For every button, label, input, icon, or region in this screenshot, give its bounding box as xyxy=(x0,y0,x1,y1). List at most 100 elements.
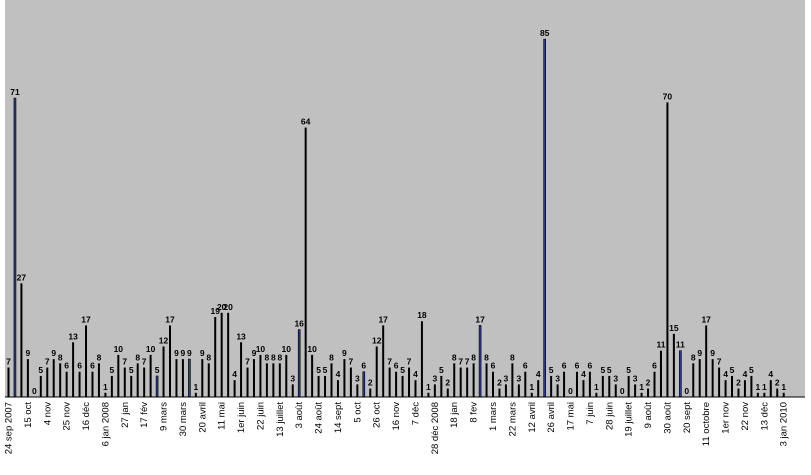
x-tick-label: 1 mars xyxy=(488,402,499,431)
bar-value-label: 8 xyxy=(471,352,476,362)
bar xyxy=(265,363,268,397)
bar xyxy=(401,375,404,397)
bar xyxy=(149,354,152,397)
bars-layer xyxy=(7,38,785,398)
bar-value-label: 9 xyxy=(710,348,715,358)
bar xyxy=(395,371,398,397)
bar xyxy=(492,371,494,397)
bar-value-label: 7 xyxy=(122,357,127,367)
bar xyxy=(504,384,507,397)
bar xyxy=(776,388,779,397)
bar-value-label: 9 xyxy=(181,348,186,358)
bar-value-label: 13 xyxy=(68,331,78,341)
bar xyxy=(291,384,294,397)
bar-value-label: 7 xyxy=(458,357,463,367)
x-tick-label: 26 oct xyxy=(372,402,383,428)
bar-value-label: 4 xyxy=(768,369,773,379)
plot-area xyxy=(5,0,805,397)
bar xyxy=(575,371,578,397)
bar-value-label: 6 xyxy=(652,361,657,371)
bar-value-label: 7 xyxy=(349,357,354,367)
bar xyxy=(472,363,475,397)
bar xyxy=(304,127,307,397)
bar-value-label: 3 xyxy=(432,373,437,383)
bar xyxy=(104,392,107,397)
bar-value-label: 3 xyxy=(355,373,360,383)
bar xyxy=(240,342,243,397)
bar-value-label: 4 xyxy=(581,369,586,379)
bar-value-label: 13 xyxy=(236,331,246,341)
bar xyxy=(39,375,42,397)
x-tick-label: 25 nov xyxy=(62,402,73,431)
bar xyxy=(640,392,643,397)
bar-value-label: 18 xyxy=(417,310,427,320)
x-tick-label: 24 août xyxy=(314,402,325,434)
bar-value-label: 7 xyxy=(465,357,470,367)
x-tick-label: 16 nov xyxy=(391,402,402,431)
bar xyxy=(207,363,210,397)
x-tick-label: 11 mai xyxy=(217,402,228,430)
bar-value-label: 1 xyxy=(529,382,534,392)
bar-value-label: 8 xyxy=(277,352,282,362)
bar xyxy=(246,367,249,397)
bar xyxy=(737,388,740,397)
bar xyxy=(517,384,520,397)
bar-value-label: 20 xyxy=(217,302,227,312)
bar xyxy=(52,359,55,397)
bar xyxy=(356,384,359,397)
bar xyxy=(718,367,721,397)
bar-value-label: 6 xyxy=(90,361,95,371)
bar-value-label: 20 xyxy=(223,302,233,312)
bar xyxy=(85,325,88,397)
bar xyxy=(698,359,701,397)
bar xyxy=(679,350,682,398)
bar-value-label: 0 xyxy=(684,386,689,396)
bar xyxy=(543,38,546,398)
bar-value-label: 1 xyxy=(594,382,599,392)
bar-value-label: 5 xyxy=(439,365,444,375)
bar xyxy=(388,367,391,397)
bar-value-label: 64 xyxy=(301,117,311,127)
x-tick-label: 16 déc xyxy=(81,402,92,431)
bar-value-label: 7 xyxy=(6,357,11,367)
bar-value-label: 10 xyxy=(307,344,317,354)
bar-value-label: 9 xyxy=(51,348,56,358)
bar-value-label: 15 xyxy=(669,323,679,333)
bar-value-label: 2 xyxy=(445,378,450,388)
bar-value-label: 17 xyxy=(81,314,91,324)
x-tick-label: 18 jan xyxy=(449,402,460,428)
bar xyxy=(420,321,423,397)
bar-value-label: 9 xyxy=(342,348,347,358)
x-tick-label: 3 jan 2010 xyxy=(779,402,790,446)
x-tick-label: 26 avril xyxy=(546,402,557,433)
bar xyxy=(110,375,113,397)
x-tick-label: 13 déc xyxy=(759,402,770,431)
bar-value-label: 6 xyxy=(562,361,567,371)
bar xyxy=(59,363,62,397)
bar-value-label: 2 xyxy=(497,378,502,388)
bar xyxy=(117,354,120,397)
bar-value-label: 7 xyxy=(245,357,250,367)
bar-value-label: 6 xyxy=(588,361,593,371)
bar-value-label: 5 xyxy=(400,365,405,375)
bar-value-label: 12 xyxy=(372,335,382,345)
bar-value-label: 8 xyxy=(510,352,515,362)
bar xyxy=(608,375,611,397)
bar-value-label: 27 xyxy=(17,272,27,282)
bar xyxy=(349,367,352,397)
bar-value-label: 4 xyxy=(536,369,541,379)
bar xyxy=(214,317,217,397)
x-axis-labels: 24 sep 2007 15 oct 4 nov 25 nov 16 déc 6 jan … xyxy=(4,402,790,455)
bar xyxy=(220,312,223,397)
bar xyxy=(537,380,540,397)
bar xyxy=(414,380,417,397)
x-tick-label: 1er nov xyxy=(721,402,732,434)
x-tick-label: 15 oct xyxy=(23,402,34,428)
bar xyxy=(659,350,662,397)
x-tick-label: 22 juin xyxy=(255,402,266,430)
bar xyxy=(485,363,488,397)
bar xyxy=(647,388,650,397)
x-tick-label: 30 mars xyxy=(178,402,189,437)
bar xyxy=(375,346,378,397)
bar-value-label: 17 xyxy=(701,314,711,324)
